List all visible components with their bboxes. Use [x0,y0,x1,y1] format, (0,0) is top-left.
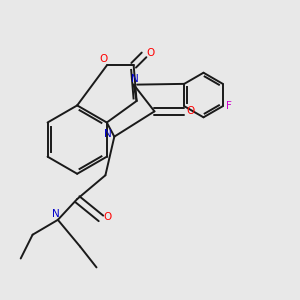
Text: N: N [52,209,60,219]
Text: O: O [187,106,195,116]
Text: O: O [103,212,112,222]
Text: O: O [146,47,155,58]
Text: N: N [104,129,112,139]
Text: N: N [131,74,139,84]
Text: O: O [99,54,107,64]
Text: F: F [226,100,232,111]
